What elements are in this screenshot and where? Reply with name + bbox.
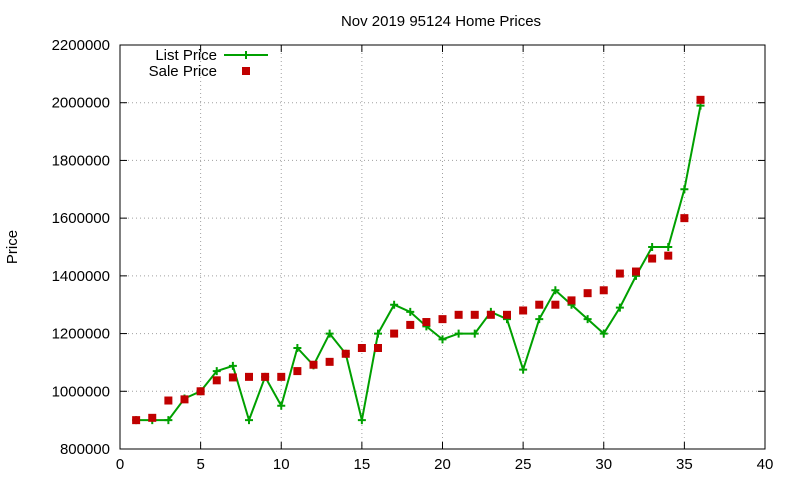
- legend-marker-list-price: [242, 51, 250, 59]
- sale-price-point: [422, 318, 431, 327]
- x-tick-label: 25: [515, 456, 532, 473]
- sale-price-point: [680, 214, 689, 223]
- list-price-line: [136, 105, 702, 424]
- list-price-point: [470, 329, 479, 338]
- y-tick-label: 1800000: [52, 152, 110, 169]
- list-price-point: [293, 344, 302, 352]
- list-price-point: [406, 307, 415, 316]
- sale-price-point: [632, 267, 640, 276]
- sale-price-point: [470, 310, 479, 319]
- list-price-point: [664, 243, 673, 251]
- x-tick-label: 10: [273, 456, 290, 473]
- list-price-point: [680, 185, 689, 194]
- x-tick-label: 20: [434, 456, 451, 473]
- list-price-point: [390, 300, 399, 309]
- list-price-point: [325, 329, 334, 338]
- x-tick-label: 35: [676, 456, 693, 473]
- sale-price-point: [148, 413, 157, 422]
- sale-price-point: [325, 357, 334, 366]
- y-tick-label: 1600000: [52, 210, 110, 227]
- list-price-point: [583, 315, 592, 324]
- sale-price-point: [293, 367, 302, 376]
- list-price-point: [551, 286, 560, 295]
- sale-price-point: [164, 396, 173, 405]
- sale-price-point: [212, 376, 221, 385]
- sale-price-point: [519, 306, 528, 315]
- legend-label-list-price: List Price: [155, 47, 217, 64]
- sale-price-point: [454, 310, 463, 319]
- list-price-point: [212, 367, 221, 376]
- list-price-point: [374, 329, 382, 338]
- list-price-point: [438, 335, 447, 344]
- sale-price-point: [551, 300, 560, 309]
- sale-price-point: [196, 387, 205, 396]
- sale-price-point: [180, 395, 189, 404]
- sale-price-point: [341, 349, 350, 358]
- chart-title: Nov 2019 95124 Home Prices: [341, 13, 541, 30]
- sale-price-point: [486, 310, 495, 319]
- sale-price-point: [309, 360, 318, 369]
- y-tick-label: 800000: [60, 441, 110, 458]
- x-tick-label: 0: [116, 456, 124, 473]
- x-tick-label: 15: [354, 456, 371, 473]
- sale-price-point: [664, 251, 673, 260]
- sale-price-point: [357, 344, 366, 352]
- sale-price-point: [277, 372, 286, 381]
- list-price-point: [535, 315, 544, 324]
- sale-price-point: [132, 416, 141, 425]
- list-price-point: [454, 329, 463, 338]
- sale-price-point: [406, 320, 415, 329]
- sale-price-point: [228, 373, 237, 382]
- x-tick-label: 30: [595, 456, 612, 473]
- tick-labels: 0 5 10 15 20 25 30 35 40 800000 1000000 1200000 1400…: [52, 37, 774, 473]
- sale-price-point: [535, 300, 544, 309]
- y-tick-label: 2000000: [52, 95, 110, 112]
- sale-price-point: [567, 296, 576, 305]
- sale-price-point: [648, 254, 657, 263]
- legend-label-sale-price: Sale Price: [149, 63, 217, 80]
- sale-price-point: [696, 95, 705, 104]
- list-price-point: [357, 416, 366, 425]
- y-tick-label: 2200000: [52, 37, 110, 54]
- sale-price-point: [390, 329, 399, 338]
- sale-price-point: [245, 372, 253, 381]
- sale-price-point: [374, 344, 382, 352]
- list-price-point: [245, 416, 253, 425]
- plot-frame: [119, 44, 766, 450]
- y-tick-label: 1000000: [52, 383, 110, 400]
- legend-marker-sale-price: [242, 67, 250, 75]
- x-tick-label: 40: [757, 456, 774, 473]
- sale-price-point: [599, 286, 608, 295]
- y-axis-label: Price: [4, 230, 21, 264]
- sale-price-point: [615, 269, 624, 278]
- list-price-point: [615, 303, 624, 312]
- y-tick-label: 1200000: [52, 326, 110, 343]
- list-price-point: [277, 401, 286, 410]
- list-price-point: [519, 365, 528, 374]
- y-tick-label: 1400000: [52, 268, 110, 285]
- list-price-point: [164, 416, 173, 425]
- sale-price-point: [503, 310, 511, 319]
- sale-price-point: [583, 289, 592, 298]
- sale-price-point: [438, 315, 447, 324]
- grid-lines: [120, 45, 765, 449]
- x-tick-label: 5: [196, 456, 204, 473]
- sale-price-point: [261, 372, 270, 381]
- axis-ticks: [119, 44, 766, 450]
- list-price-point: [599, 329, 608, 338]
- list-price-point: [228, 361, 237, 370]
- series-layer: [132, 95, 705, 425]
- legend: List Price Sale Price: [149, 47, 268, 80]
- list-price-point: [648, 243, 657, 251]
